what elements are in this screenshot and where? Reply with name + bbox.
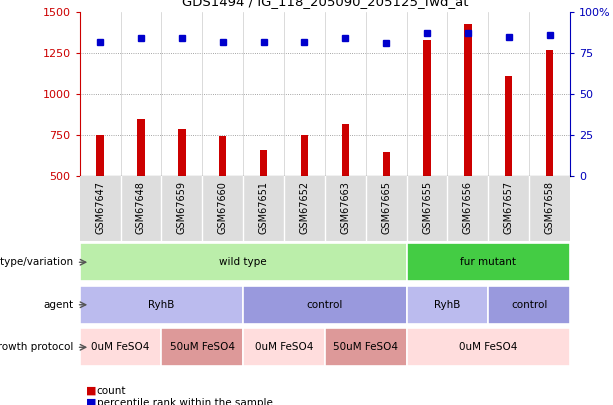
Bar: [325, 328, 406, 367]
Bar: [161, 328, 243, 367]
Text: GSM67652: GSM67652: [300, 181, 310, 234]
Text: GSM67651: GSM67651: [259, 181, 268, 234]
Text: genotype/variation: genotype/variation: [0, 257, 74, 267]
Bar: [383, 152, 390, 176]
Bar: [137, 119, 145, 176]
Bar: [489, 286, 570, 324]
Bar: [301, 135, 308, 176]
Text: control: control: [511, 300, 547, 310]
Bar: [406, 286, 489, 324]
Text: GSM67655: GSM67655: [422, 181, 432, 234]
Text: GSM67658: GSM67658: [545, 181, 555, 234]
Bar: [464, 23, 471, 176]
Text: 50uM FeSO4: 50uM FeSO4: [333, 342, 398, 352]
Bar: [96, 135, 104, 176]
Bar: [406, 328, 570, 367]
Bar: [505, 76, 512, 176]
Bar: [80, 243, 406, 281]
Bar: [80, 328, 161, 367]
Bar: [341, 124, 349, 176]
Text: 0uM FeSO4: 0uM FeSO4: [459, 342, 517, 352]
Text: RyhB: RyhB: [434, 300, 461, 310]
Text: growth protocol: growth protocol: [0, 342, 74, 352]
Title: GDS1494 / IG_118_205090_205125_fwd_at: GDS1494 / IG_118_205090_205125_fwd_at: [181, 0, 468, 8]
Bar: [178, 129, 186, 176]
Bar: [243, 286, 406, 324]
Bar: [243, 328, 325, 367]
Text: GSM67648: GSM67648: [136, 181, 146, 234]
Text: GSM67656: GSM67656: [463, 181, 473, 234]
Text: RyhB: RyhB: [148, 300, 175, 310]
Text: ■: ■: [86, 386, 96, 396]
Text: GSM67660: GSM67660: [218, 181, 227, 234]
Text: GSM67647: GSM67647: [95, 181, 105, 234]
Text: ■: ■: [86, 398, 96, 405]
Bar: [546, 50, 554, 176]
Text: 0uM FeSO4: 0uM FeSO4: [91, 342, 150, 352]
Text: wild type: wild type: [219, 257, 267, 267]
Text: GSM67665: GSM67665: [381, 181, 391, 234]
Text: GSM67663: GSM67663: [340, 181, 350, 234]
Text: count: count: [97, 386, 126, 396]
Text: fur mutant: fur mutant: [460, 257, 516, 267]
Bar: [260, 150, 267, 176]
Bar: [406, 243, 570, 281]
Text: agent: agent: [44, 300, 74, 310]
Text: 50uM FeSO4: 50uM FeSO4: [170, 342, 235, 352]
Bar: [80, 286, 243, 324]
Text: percentile rank within the sample: percentile rank within the sample: [97, 398, 273, 405]
Text: GSM67657: GSM67657: [504, 181, 514, 234]
Text: 0uM FeSO4: 0uM FeSO4: [255, 342, 313, 352]
Bar: [219, 136, 226, 176]
Text: control: control: [306, 300, 343, 310]
Text: GSM67659: GSM67659: [177, 181, 187, 234]
Bar: [424, 40, 431, 176]
